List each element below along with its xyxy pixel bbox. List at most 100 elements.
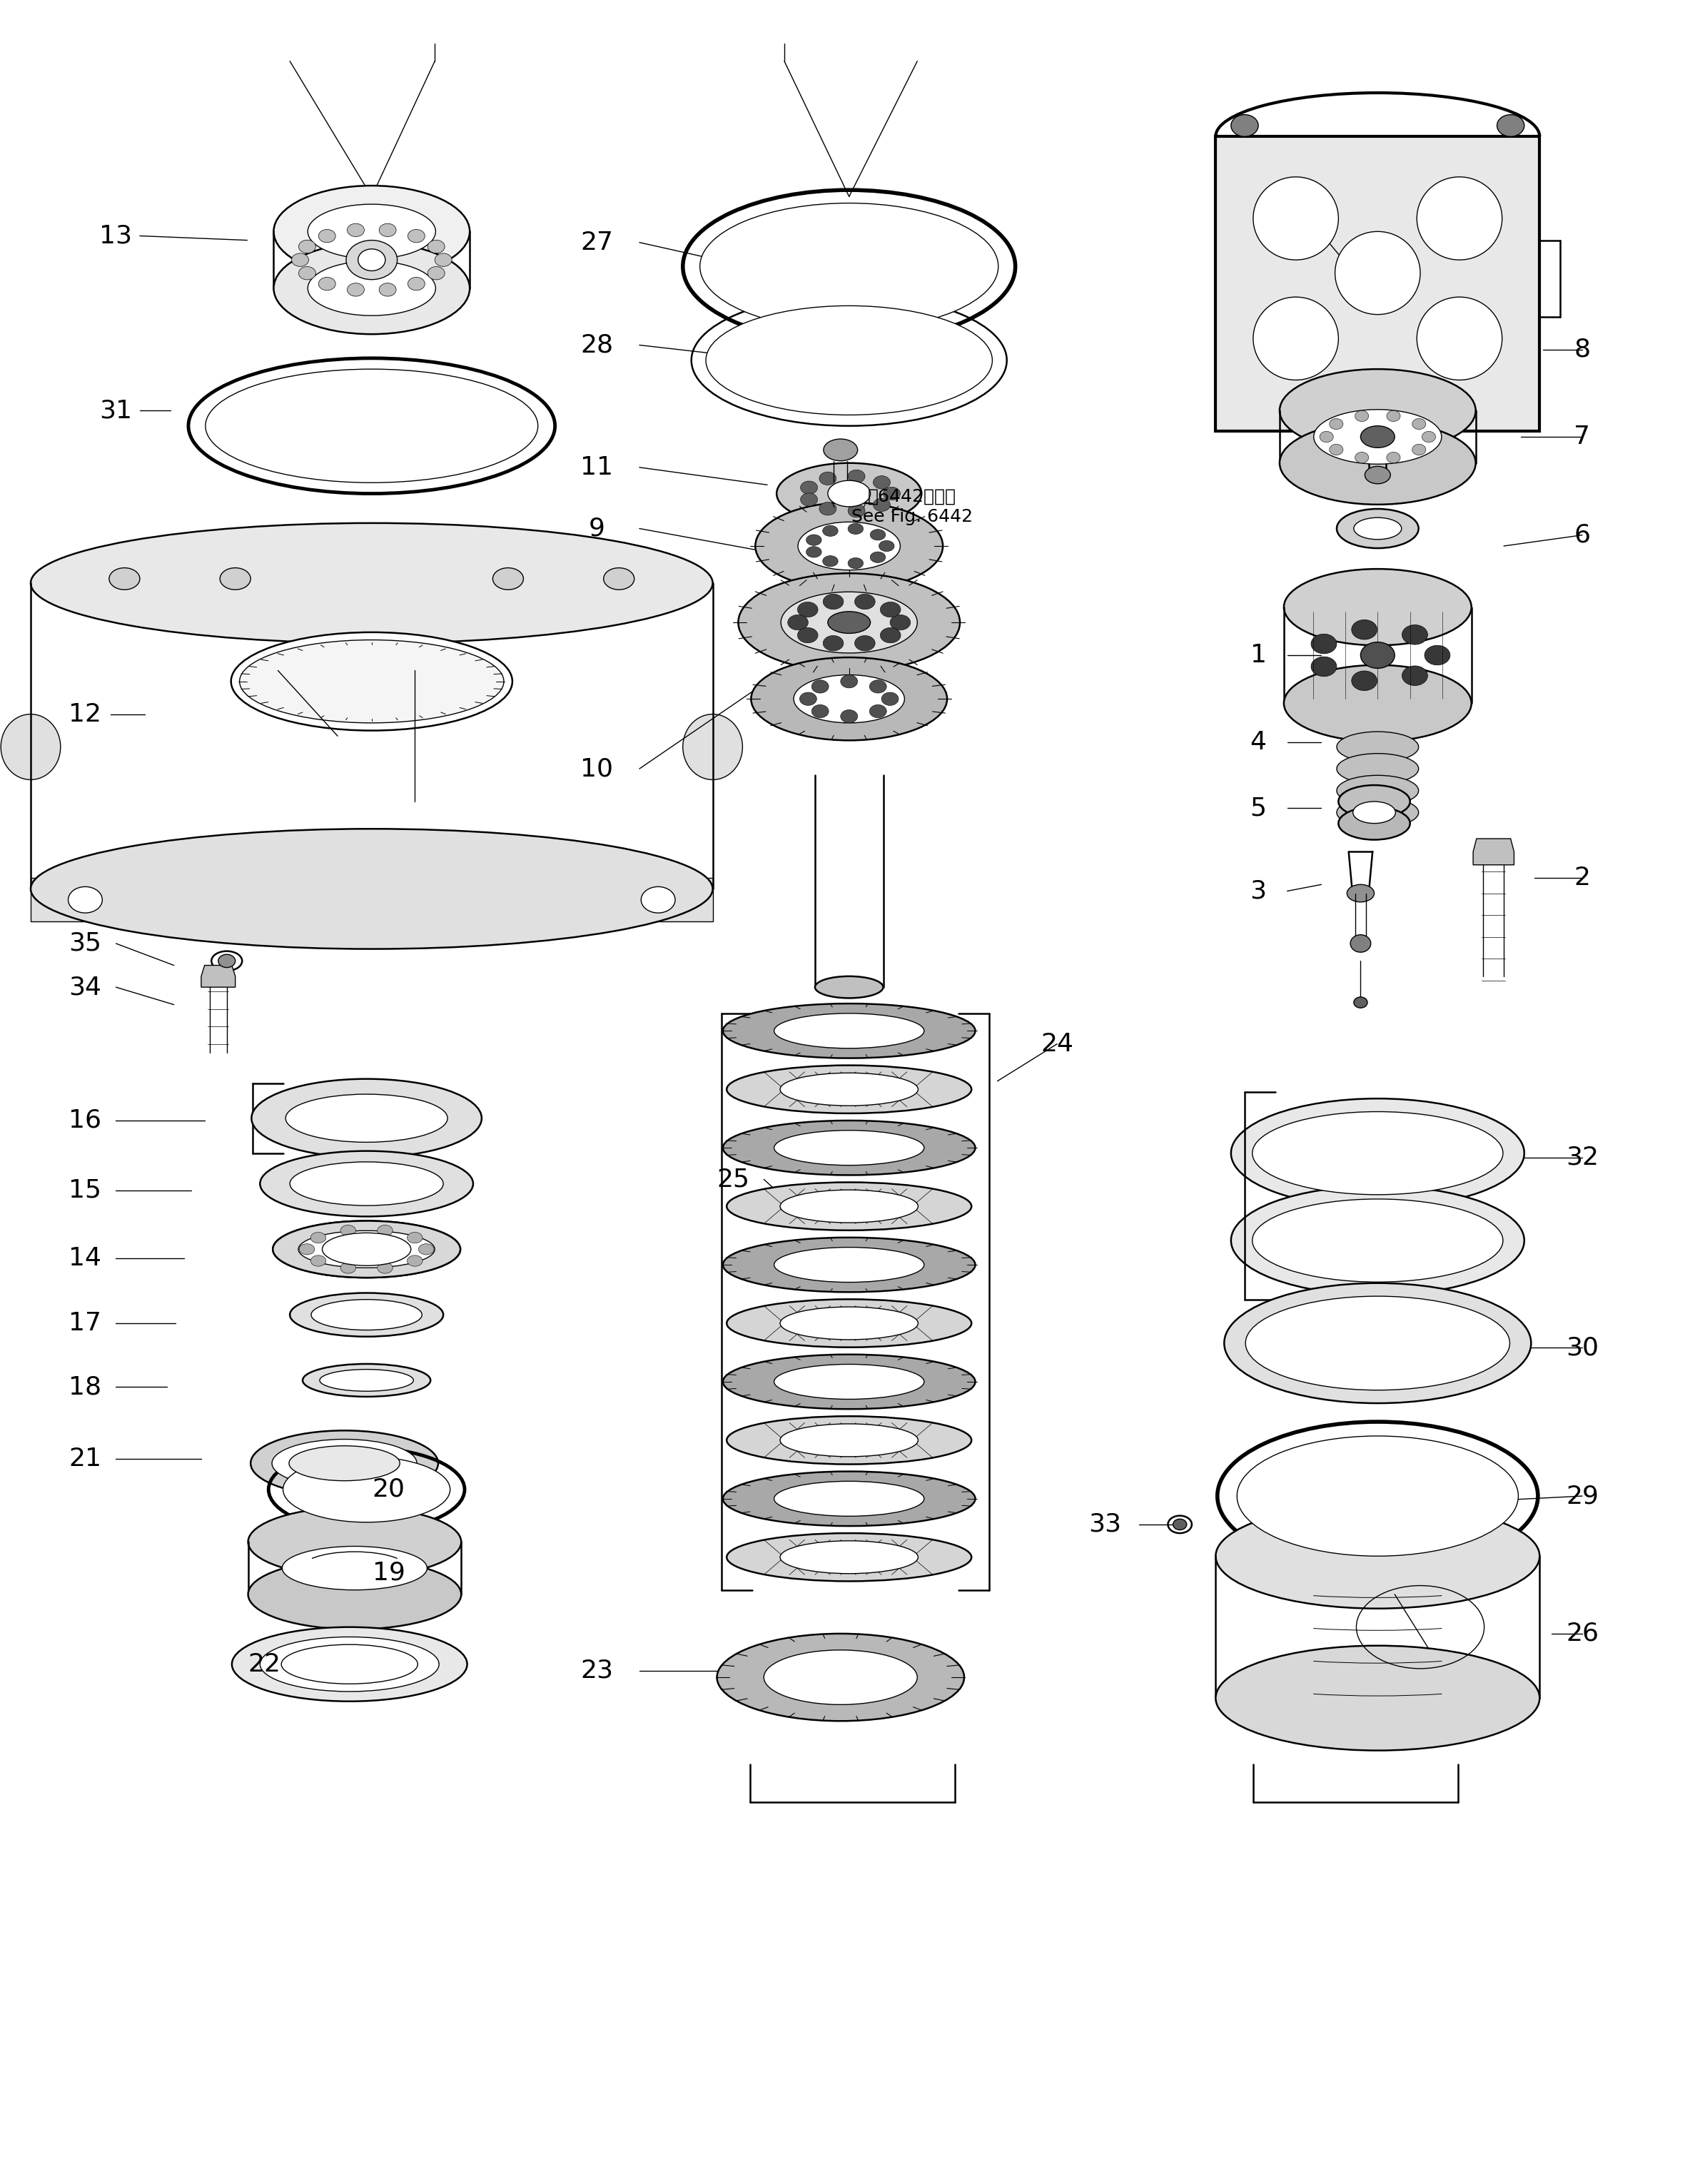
Ellipse shape: [880, 603, 900, 618]
Text: 24: 24: [1040, 1031, 1074, 1057]
Ellipse shape: [1337, 732, 1419, 762]
Text: 11: 11: [580, 454, 614, 480]
Ellipse shape: [822, 526, 839, 537]
Ellipse shape: [341, 1262, 356, 1273]
Ellipse shape: [1386, 411, 1400, 422]
Ellipse shape: [1417, 297, 1502, 380]
Ellipse shape: [1253, 177, 1338, 260]
Ellipse shape: [321, 1369, 413, 1391]
Ellipse shape: [346, 240, 397, 280]
Ellipse shape: [1354, 802, 1395, 823]
Ellipse shape: [358, 249, 385, 271]
Ellipse shape: [435, 253, 452, 266]
Ellipse shape: [1337, 797, 1419, 828]
Ellipse shape: [232, 633, 512, 729]
Text: 22: 22: [247, 1651, 281, 1677]
Ellipse shape: [764, 1651, 917, 1704]
Text: 12: 12: [68, 701, 102, 727]
Ellipse shape: [303, 1363, 430, 1398]
Ellipse shape: [723, 1354, 975, 1409]
Ellipse shape: [1216, 1647, 1540, 1752]
Bar: [1216, 138, 1540, 432]
Ellipse shape: [1497, 114, 1524, 138]
Ellipse shape: [781, 1424, 917, 1457]
Text: 33: 33: [1088, 1511, 1122, 1538]
Ellipse shape: [841, 675, 858, 688]
Ellipse shape: [1231, 114, 1258, 138]
Ellipse shape: [812, 679, 829, 692]
Ellipse shape: [870, 679, 887, 692]
Ellipse shape: [806, 535, 822, 546]
Ellipse shape: [1354, 996, 1367, 1009]
Text: 1: 1: [1250, 642, 1267, 668]
Ellipse shape: [774, 1013, 924, 1048]
Ellipse shape: [829, 480, 870, 507]
Ellipse shape: [726, 1533, 972, 1581]
Ellipse shape: [1245, 1295, 1511, 1389]
Ellipse shape: [1216, 1505, 1540, 1607]
Text: 35: 35: [68, 930, 102, 957]
Ellipse shape: [883, 487, 900, 500]
Ellipse shape: [774, 1131, 924, 1166]
Ellipse shape: [699, 203, 999, 330]
Ellipse shape: [774, 1247, 924, 1282]
Ellipse shape: [1350, 935, 1371, 952]
Ellipse shape: [273, 1221, 460, 1278]
Ellipse shape: [109, 568, 140, 590]
Text: 8: 8: [1574, 336, 1591, 363]
Ellipse shape: [218, 954, 235, 968]
Ellipse shape: [273, 1221, 460, 1278]
Ellipse shape: [870, 705, 887, 719]
Ellipse shape: [847, 470, 864, 483]
Ellipse shape: [824, 439, 858, 461]
Ellipse shape: [1417, 177, 1502, 260]
Text: 5: 5: [1250, 795, 1267, 821]
Ellipse shape: [259, 1151, 474, 1216]
Ellipse shape: [820, 472, 837, 485]
Text: 14: 14: [68, 1245, 102, 1271]
Text: 30: 30: [1565, 1334, 1599, 1361]
Ellipse shape: [1231, 1186, 1524, 1295]
Ellipse shape: [1224, 1282, 1531, 1404]
Text: 2: 2: [1574, 865, 1591, 891]
Ellipse shape: [854, 594, 875, 609]
Ellipse shape: [829, 612, 870, 633]
Ellipse shape: [1337, 509, 1419, 548]
Ellipse shape: [249, 1507, 460, 1577]
Ellipse shape: [1231, 1099, 1524, 1208]
Ellipse shape: [781, 1190, 917, 1223]
Ellipse shape: [706, 306, 992, 415]
Ellipse shape: [870, 529, 885, 539]
Ellipse shape: [1311, 657, 1337, 677]
Ellipse shape: [1412, 443, 1425, 454]
Polygon shape: [31, 878, 133, 922]
Ellipse shape: [310, 1256, 326, 1267]
Text: 18: 18: [68, 1374, 102, 1400]
Ellipse shape: [348, 284, 365, 297]
Ellipse shape: [273, 242, 469, 334]
Ellipse shape: [1347, 885, 1374, 902]
Text: 7: 7: [1574, 424, 1591, 450]
Text: 16: 16: [68, 1107, 102, 1133]
Ellipse shape: [292, 253, 309, 266]
Ellipse shape: [1338, 786, 1410, 819]
Ellipse shape: [800, 692, 817, 705]
Ellipse shape: [723, 1005, 975, 1059]
Text: 21: 21: [68, 1446, 102, 1472]
Text: 29: 29: [1565, 1483, 1599, 1509]
Text: 28: 28: [580, 332, 614, 358]
Ellipse shape: [723, 1120, 975, 1175]
Ellipse shape: [1238, 1437, 1519, 1555]
Text: 第6442図参照
See Fig. 6442: 第6442図参照 See Fig. 6442: [851, 489, 974, 524]
Ellipse shape: [1386, 452, 1400, 463]
Polygon shape: [1473, 839, 1514, 865]
Ellipse shape: [31, 522, 713, 642]
Ellipse shape: [1284, 664, 1471, 743]
Ellipse shape: [723, 1472, 975, 1527]
Ellipse shape: [880, 627, 900, 642]
Ellipse shape: [801, 494, 818, 507]
Ellipse shape: [726, 1066, 972, 1114]
Ellipse shape: [641, 887, 675, 913]
Ellipse shape: [281, 1546, 426, 1590]
Text: 26: 26: [1565, 1621, 1599, 1647]
